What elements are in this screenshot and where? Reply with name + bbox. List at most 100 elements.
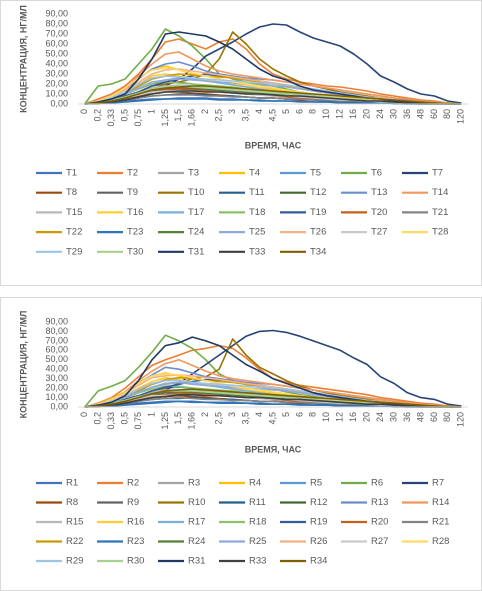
x-tick-label: 20 [362, 412, 372, 422]
legend-label: T27 [371, 227, 387, 238]
x-tick-label: 60 [429, 109, 439, 119]
legend-label: R1 [66, 478, 78, 489]
x-tick-label: 80 [442, 109, 452, 119]
x-tick-label: 48 [415, 109, 425, 119]
legend-label: T33 [249, 246, 265, 257]
x-tick-label: 4,5 [267, 109, 277, 122]
legend-label: T8 [66, 187, 77, 198]
x-tick-label: 30 [388, 109, 398, 119]
legend-label: T23 [127, 227, 143, 238]
y-tick-label: 70,00 [45, 335, 68, 345]
x-tick-label: 5 [281, 109, 291, 114]
y-tick-label: 60,00 [45, 345, 68, 355]
x-tick-label: 0,75 [133, 412, 143, 430]
legend-label: R19 [310, 517, 327, 528]
series-line [84, 38, 462, 105]
series-line [84, 358, 462, 408]
legend-label: T22 [66, 227, 82, 238]
y-tick-label: 30,00 [45, 68, 68, 78]
x-tick-label: 80 [442, 412, 452, 422]
legend-label: T13 [371, 187, 387, 198]
y-tick-label: 80,00 [45, 326, 68, 336]
series-line [84, 85, 462, 105]
x-tick-label: 0,33 [106, 109, 116, 127]
y-tick-label: 80,00 [45, 18, 68, 28]
y-tick-label: 20,00 [45, 78, 68, 88]
y-axis-title: КОНЦЕНТРАЦИЯ, НГ/МЛ [18, 5, 28, 113]
y-tick-label: 90,00 [45, 316, 68, 326]
x-tick-label: 3,5 [240, 412, 250, 425]
y-tick-label: 90,00 [45, 8, 68, 18]
x-tick-label: 36 [402, 109, 412, 119]
x-tick-label: 4 [254, 412, 264, 417]
legend-label: T20 [371, 207, 387, 218]
legend-label: R8 [66, 497, 78, 508]
x-tick-label: 2,5 [214, 412, 224, 425]
legend-label: R5 [310, 478, 322, 489]
legend-label: R26 [310, 536, 327, 547]
y-tick-label: 10,00 [45, 392, 68, 402]
x-tick-label: 1,66 [187, 109, 197, 127]
legend-label: T4 [249, 168, 260, 179]
legend-label: T28 [432, 227, 448, 238]
legend-label: R21 [432, 517, 449, 528]
legend-label: R22 [66, 536, 83, 547]
x-tick-label: 120 [456, 109, 466, 124]
y-axis-title: КОНЦЕНТРАЦИЯ, НГ/МЛ [18, 311, 28, 419]
x-tick-label: 12 [335, 412, 345, 422]
legend-label: R12 [310, 497, 327, 508]
x-tick-label: 8 [308, 412, 318, 417]
x-axis-title: ВРЕМЯ, ЧАС [245, 444, 302, 454]
x-tick-label: 8 [308, 109, 318, 114]
x-tick-label: 1,66 [187, 412, 197, 430]
legend-label: R18 [249, 517, 266, 528]
legend-label: T15 [66, 207, 82, 218]
x-tick-label: 24 [375, 109, 385, 119]
x-tick-label: 1 [146, 412, 156, 417]
legend-label: R31 [188, 556, 205, 567]
series-line [84, 393, 462, 408]
x-tick-label: 1 [146, 109, 156, 114]
legend-label: T9 [127, 187, 138, 198]
legend-label: R6 [371, 478, 383, 489]
x-tick-label: 2,5 [214, 109, 224, 122]
x-tick-label: 0,2 [93, 412, 103, 425]
x-tick-label: 0,75 [133, 109, 143, 127]
legend-label: T2 [127, 168, 138, 179]
y-tick-label: 20,00 [45, 382, 68, 392]
x-tick-label: 20 [362, 109, 372, 119]
legend-label: R30 [127, 556, 144, 567]
x-tick-label: 5 [281, 412, 291, 417]
legend-label: R2 [127, 478, 139, 489]
series-line [84, 90, 462, 105]
legend-label: R28 [432, 536, 449, 547]
legend-label: R3 [188, 478, 200, 489]
x-tick-label: 1,25 [160, 109, 170, 127]
y-tick-label: 10,00 [45, 88, 68, 98]
x-tick-label: 4,5 [267, 412, 277, 425]
x-tick-label: 0,5 [119, 412, 129, 425]
y-tick-label: 0,00 [50, 401, 68, 411]
legend-label: T31 [188, 246, 204, 257]
legend-label: R11 [249, 497, 266, 508]
legend-label: R16 [127, 517, 144, 528]
legend-label: R14 [432, 497, 449, 508]
series-line [84, 51, 462, 105]
legend-label: R34 [310, 556, 327, 567]
x-tick-label: 0,5 [119, 109, 129, 122]
legend-label: T29 [66, 246, 82, 257]
legend-label: T10 [188, 187, 204, 198]
x-tick-label: 3 [227, 412, 237, 417]
y-tick-label: 50,00 [45, 48, 68, 58]
x-tick-label: 1,5 [173, 109, 183, 122]
legend-label: T21 [432, 207, 448, 218]
legend-label: R27 [371, 536, 388, 547]
legend-label: T17 [188, 207, 204, 218]
x-tick-label: 3 [227, 109, 237, 114]
y-tick-label: 50,00 [45, 354, 68, 364]
legend-label: R9 [127, 497, 139, 508]
series-line [84, 388, 462, 408]
legend-label: T11 [249, 187, 265, 198]
legend-label: R10 [188, 497, 205, 508]
